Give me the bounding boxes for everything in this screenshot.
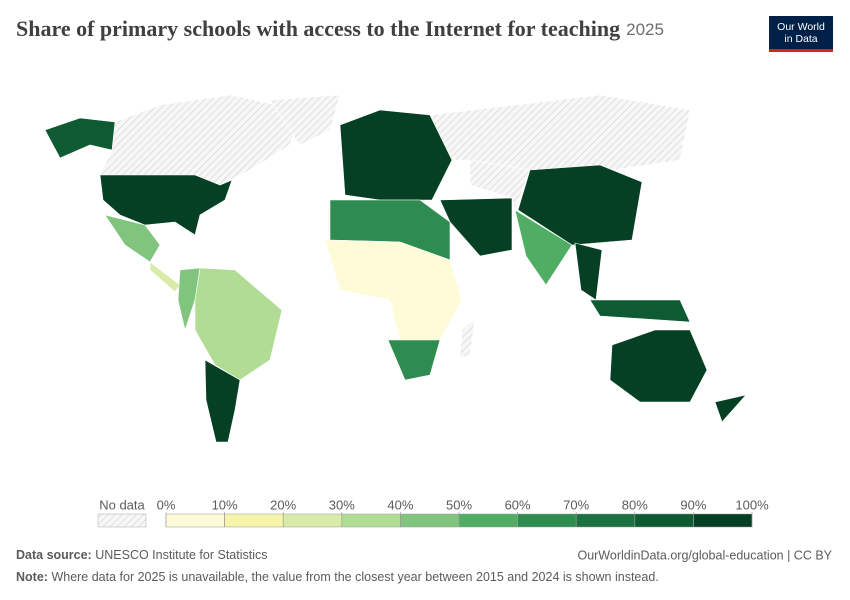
legend-tick-label: 0%	[157, 497, 176, 512]
source: Data source: UNESCO Institute for Statis…	[16, 548, 268, 562]
logo[interactable]: Our World in Data	[769, 16, 833, 52]
legend-bin[interactable]	[693, 513, 753, 528]
logo-text[interactable]: in Data	[784, 33, 817, 45]
country[interactable]	[517, 164, 643, 246]
logo-text[interactable]: Our World	[777, 21, 825, 33]
legend-bin[interactable]	[634, 513, 694, 528]
country[interactable]	[439, 197, 513, 257]
country[interactable]	[574, 242, 603, 301]
legend-tick-label: 30%	[329, 497, 355, 512]
country[interactable]	[459, 317, 476, 359]
country[interactable]	[99, 174, 233, 236]
legend: No data 0% 10% 20% 30% 40% 50% 60% 70% 80% 90% 100…	[97, 497, 769, 528]
legend-bin[interactable]	[282, 513, 343, 528]
country[interactable]	[469, 159, 531, 212]
logo-bar	[769, 49, 833, 52]
legend-bin[interactable]	[165, 513, 225, 528]
source-text: UNESCO Institute for Statistics	[95, 548, 267, 562]
legend-bin[interactable]	[517, 513, 577, 528]
legend-tick-label: 90%	[680, 497, 706, 512]
country[interactable]	[514, 209, 573, 286]
note: Note: Where data for 2025 is unavailable…	[16, 570, 659, 584]
country[interactable]	[589, 299, 691, 323]
note-text: Where data for 2025 is unavailable, the …	[51, 570, 658, 584]
legend-tick-label: 40%	[387, 497, 413, 512]
country[interactable]	[149, 261, 181, 293]
logo-box[interactable]	[769, 16, 833, 52]
legend-tick-label: 80%	[622, 497, 648, 512]
country[interactable]	[429, 94, 691, 173]
title: Share of primary schools with access to …	[16, 16, 664, 41]
country[interactable]	[339, 109, 453, 201]
legend-no-data-label: No data	[99, 497, 145, 512]
year: 2025	[626, 20, 664, 39]
title-text: Share of primary schools with access to …	[16, 16, 620, 41]
source-label: Data source:	[16, 548, 92, 562]
legend-no-data[interactable]	[97, 513, 147, 528]
legend-tick-label: 50%	[446, 497, 472, 512]
link[interactable]: OurWorldinData.org/global-education | CC…	[577, 548, 832, 562]
legend-bin[interactable]	[458, 513, 518, 528]
country[interactable]	[269, 94, 341, 146]
legend-tick-label: 100%	[735, 497, 769, 512]
country[interactable]	[177, 267, 201, 332]
country[interactable]	[204, 359, 241, 443]
country[interactable]	[99, 94, 301, 186]
country[interactable]	[609, 329, 708, 403]
country[interactable]	[44, 117, 116, 159]
legend-tick-label: 10%	[212, 497, 238, 512]
legend-bin[interactable]	[575, 513, 636, 528]
country[interactable]	[714, 394, 747, 423]
legend-tick-label: 60%	[505, 497, 531, 512]
note-label: Note:	[16, 570, 48, 584]
legend-bin[interactable]	[341, 513, 401, 528]
legend-bin[interactable]	[224, 513, 284, 528]
legend-tick-label: 70%	[563, 497, 589, 512]
map	[44, 94, 747, 443]
legend-bin[interactable]	[400, 513, 460, 528]
country[interactable]	[104, 214, 161, 263]
country[interactable]	[387, 339, 441, 381]
legend-tick-label: 20%	[270, 497, 296, 512]
